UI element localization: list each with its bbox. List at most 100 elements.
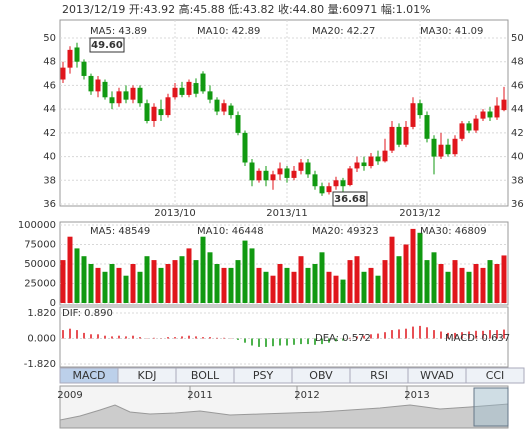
candle-body (88, 75, 94, 92)
candle-body (431, 138, 437, 157)
tab-label[interactable]: CCI (486, 369, 505, 382)
tab-label[interactable]: RSI (370, 369, 388, 382)
y-tick-label: 46 (43, 80, 56, 91)
volume-bar (123, 275, 129, 303)
tab-label[interactable]: MACD (73, 369, 106, 382)
volume-bar (494, 264, 500, 303)
candle-body (228, 105, 234, 116)
volume-bar (172, 260, 178, 303)
tab-label[interactable]: PSY (253, 369, 274, 382)
price-frame (59, 19, 509, 207)
volume-legend: MA5: 48549 (90, 226, 150, 237)
navigator-year: 2013 (404, 390, 429, 401)
volume-bar (459, 267, 465, 303)
candle-body (368, 156, 374, 167)
candle-body (494, 105, 500, 118)
candle-body (312, 174, 318, 187)
candle-body (277, 168, 283, 175)
y-tick-label: 50 (43, 33, 56, 44)
tab-label[interactable]: OBV (309, 369, 333, 382)
candle-body (123, 91, 129, 100)
volume-bar (347, 260, 353, 303)
candle-body (480, 111, 486, 119)
volume-bar (144, 256, 150, 303)
y-tick-label: 40 (43, 152, 56, 163)
y-tick-label: 0 (50, 298, 56, 309)
candle-body (340, 180, 346, 187)
candle-body (284, 168, 290, 178)
header: 2013/12/19 开:43.92 高:45.88 低:43.82 收:44.… (62, 2, 431, 16)
navigator-window[interactable] (473, 387, 509, 427)
volume-bar (67, 236, 73, 303)
candle-body (403, 126, 409, 145)
volume-bar (389, 236, 395, 303)
y-tick-label-right: 38 (511, 175, 524, 186)
annotation: 36.68 (334, 194, 366, 205)
y-tick-label: 1.820 (27, 308, 56, 319)
volume-bar (270, 275, 276, 303)
candle-body (333, 180, 339, 187)
candle-body (354, 162, 360, 169)
candle-body (81, 61, 87, 76)
tab-label[interactable]: KDJ (138, 369, 157, 382)
ma-legend: MA10: 42.89 (197, 26, 260, 37)
volume-bar (193, 260, 199, 303)
volume-bar (242, 240, 248, 303)
candle-body (459, 123, 465, 139)
volume-bar (424, 260, 430, 303)
tab[interactable] (465, 367, 525, 384)
y-tick-label: 38 (43, 175, 56, 186)
ma-legend: MA5: 43.89 (90, 26, 147, 37)
volume-legend: MA10: 46448 (197, 226, 264, 237)
y-tick-label-right: 44 (511, 104, 524, 115)
candle-body (179, 87, 185, 95)
candle-body (109, 97, 115, 104)
ma-legend: MA20: 42.27 (312, 26, 375, 37)
candle-body (501, 99, 507, 111)
candle-body (95, 79, 101, 92)
volume-bar (382, 260, 388, 303)
volume-bar (326, 271, 332, 303)
volume-bar (312, 264, 318, 303)
volume-bar (466, 271, 472, 303)
volume-bar (88, 264, 94, 303)
volume-bar (60, 260, 66, 303)
x-tick-label: 2013/11 (266, 208, 308, 219)
volume-bar (438, 264, 444, 303)
y-tick-label: 25000 (24, 279, 56, 290)
annotation-box (89, 37, 125, 53)
volume-bar (333, 275, 339, 303)
candle-body (424, 115, 430, 139)
candle-body (102, 81, 108, 98)
volume-bar (158, 267, 164, 303)
candle-body (466, 123, 472, 131)
y-tick-label-right: 42 (511, 128, 524, 139)
ma-legend: MA30: 41.09 (420, 26, 483, 37)
volume-bar (137, 271, 143, 303)
volume-bar (165, 264, 171, 303)
candle-body (417, 103, 423, 116)
candle-body (158, 109, 164, 116)
volume-bar (200, 236, 206, 303)
candle-body (298, 162, 304, 171)
y-tick-label: -1.820 (24, 359, 56, 370)
candle-body (361, 162, 367, 167)
volume-bar (452, 260, 458, 303)
volume-bar (487, 260, 493, 303)
tab-label[interactable]: WVAD (420, 369, 454, 382)
candle-body (130, 87, 136, 100)
candle-body (319, 186, 325, 194)
volume-bar (249, 248, 255, 303)
volume-bar (151, 260, 157, 303)
y-tick-label: 42 (43, 128, 56, 139)
candle-body (214, 99, 220, 112)
y-tick-label-right: 48 (511, 57, 524, 68)
volume-bar (410, 228, 416, 303)
y-tick-label-right: 50 (511, 33, 524, 44)
tab-label[interactable]: BOLL (191, 369, 220, 382)
x-tick-label: 2013/12 (399, 208, 441, 219)
y-tick-label: 50000 (24, 259, 56, 270)
candle-body (445, 144, 451, 155)
candle-body (67, 49, 73, 68)
volume-bar (445, 271, 451, 303)
